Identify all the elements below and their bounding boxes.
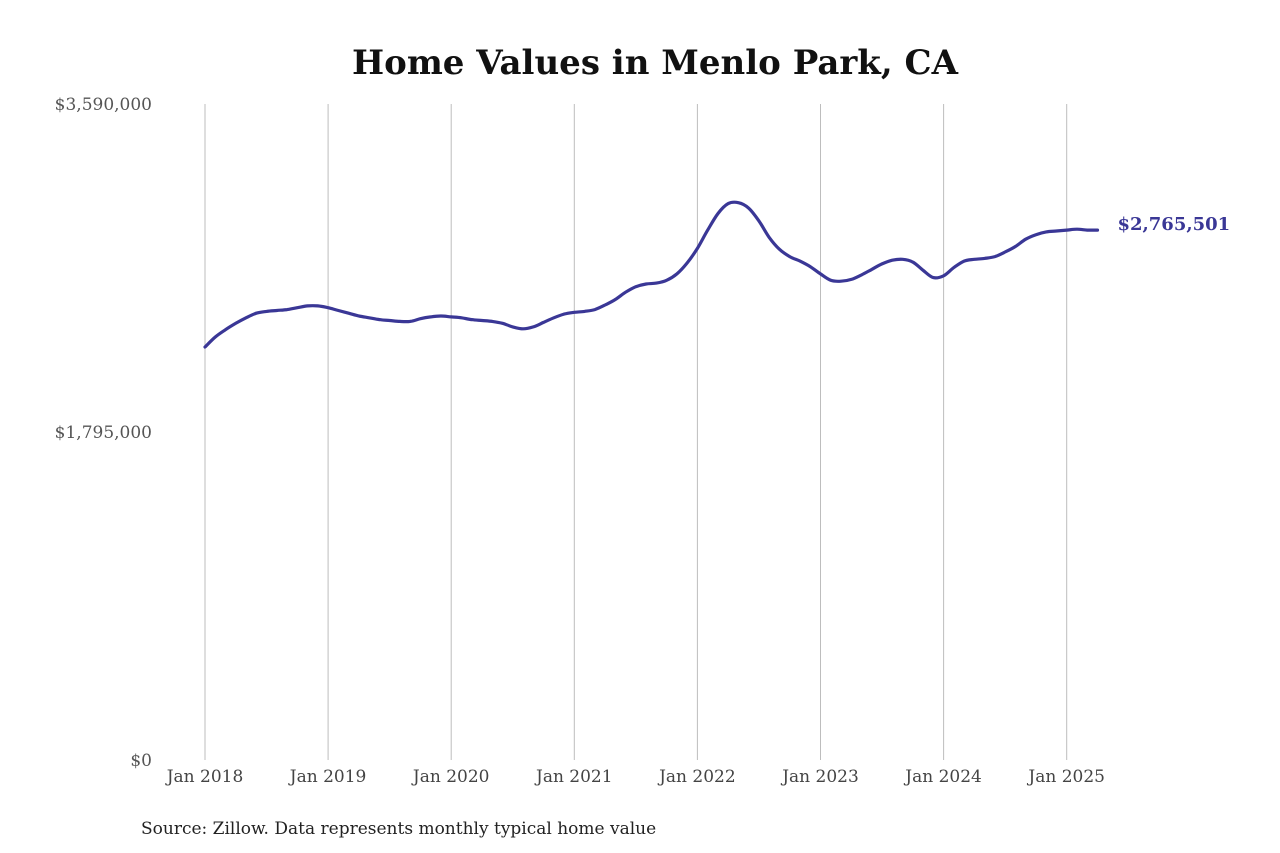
x-tick-label: Jan 2025 (1026, 767, 1105, 787)
x-tick-label: Jan 2020 (411, 767, 490, 787)
y-tick-label: $3,590,000 (55, 95, 152, 115)
x-tick-label: Jan 2023 (780, 767, 859, 787)
source-note: Source: Zillow. Data represents monthly … (141, 819, 656, 839)
x-tick-label: Jan 2022 (657, 767, 736, 787)
x-tick-label: Jan 2024 (903, 767, 982, 787)
gridlines (204, 104, 1068, 760)
y-axis-tick-labels: $0 $1,795,000 $3,590,000 (55, 95, 152, 771)
x-tick-label: Jan 2018 (165, 767, 244, 787)
y-tick-label: $1,795,000 (55, 423, 152, 443)
y-tick-label: $0 (130, 751, 152, 771)
x-tick-label: Jan 2021 (534, 767, 613, 787)
chart-title: Home Values in Menlo Park, CA (352, 43, 959, 83)
x-tick-label: Jan 2019 (288, 767, 367, 787)
x-axis-tick-labels: Jan 2018 Jan 2019 Jan 2020 Jan 2021 Jan 2022… (165, 767, 1105, 787)
end-value-label: $2,765,501 (1117, 214, 1230, 235)
series-line (203, 200, 1100, 349)
